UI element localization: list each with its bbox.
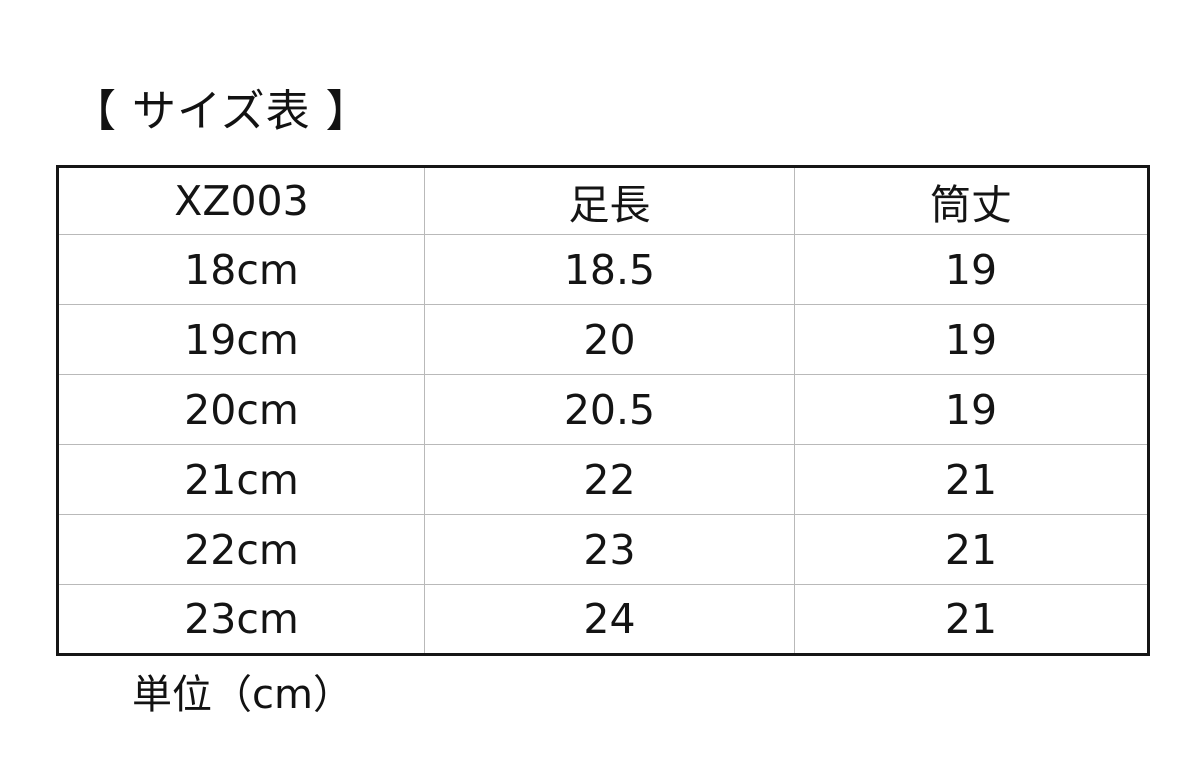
table-cell-foot-length: 18.5: [424, 234, 795, 305]
table-cell-shaft-height: 21: [794, 514, 1149, 585]
table-cell-shaft-height: 21: [794, 444, 1149, 515]
table-header-row: XZ003 足長 筒丈: [57, 166, 1149, 235]
table-cell-size: 20cm: [57, 374, 425, 445]
table-cell-foot-length: 20: [424, 304, 795, 375]
table-cell-foot-length: 24: [424, 584, 795, 655]
table-row: 20cm 20.5 19: [57, 374, 1149, 445]
table-row: 19cm 20 19: [57, 304, 1149, 375]
table-cell-shaft-height: 19: [794, 374, 1149, 445]
table-cell-size: 23cm: [57, 584, 425, 655]
table-cell-shaft-height: 21: [794, 584, 1149, 655]
table-cell-size: 21cm: [57, 444, 425, 515]
page-title: 【 サイズ表 】: [72, 86, 371, 137]
table-row: 18cm 18.5 19: [57, 234, 1149, 305]
header-cell-shaft-height: 筒丈: [794, 166, 1149, 235]
size-table: XZ003 足長 筒丈 18cm 18.5 19 19cm 20 19 20cm…: [56, 165, 1150, 656]
table-cell-foot-length: 22: [424, 444, 795, 515]
unit-note: 単位（cm）: [132, 672, 353, 718]
table-cell-size: 18cm: [57, 234, 425, 305]
table-row: 21cm 22 21: [57, 444, 1149, 515]
table-row: 22cm 23 21: [57, 514, 1149, 585]
table-cell-size: 22cm: [57, 514, 425, 585]
table-row: 23cm 24 21: [57, 584, 1149, 655]
table-cell-foot-length: 20.5: [424, 374, 795, 445]
table-cell-shaft-height: 19: [794, 304, 1149, 375]
table-cell-foot-length: 23: [424, 514, 795, 585]
header-cell-foot-length: 足長: [424, 166, 795, 235]
header-cell-model: XZ003: [57, 166, 425, 235]
table-cell-size: 19cm: [57, 304, 425, 375]
table-cell-shaft-height: 19: [794, 234, 1149, 305]
